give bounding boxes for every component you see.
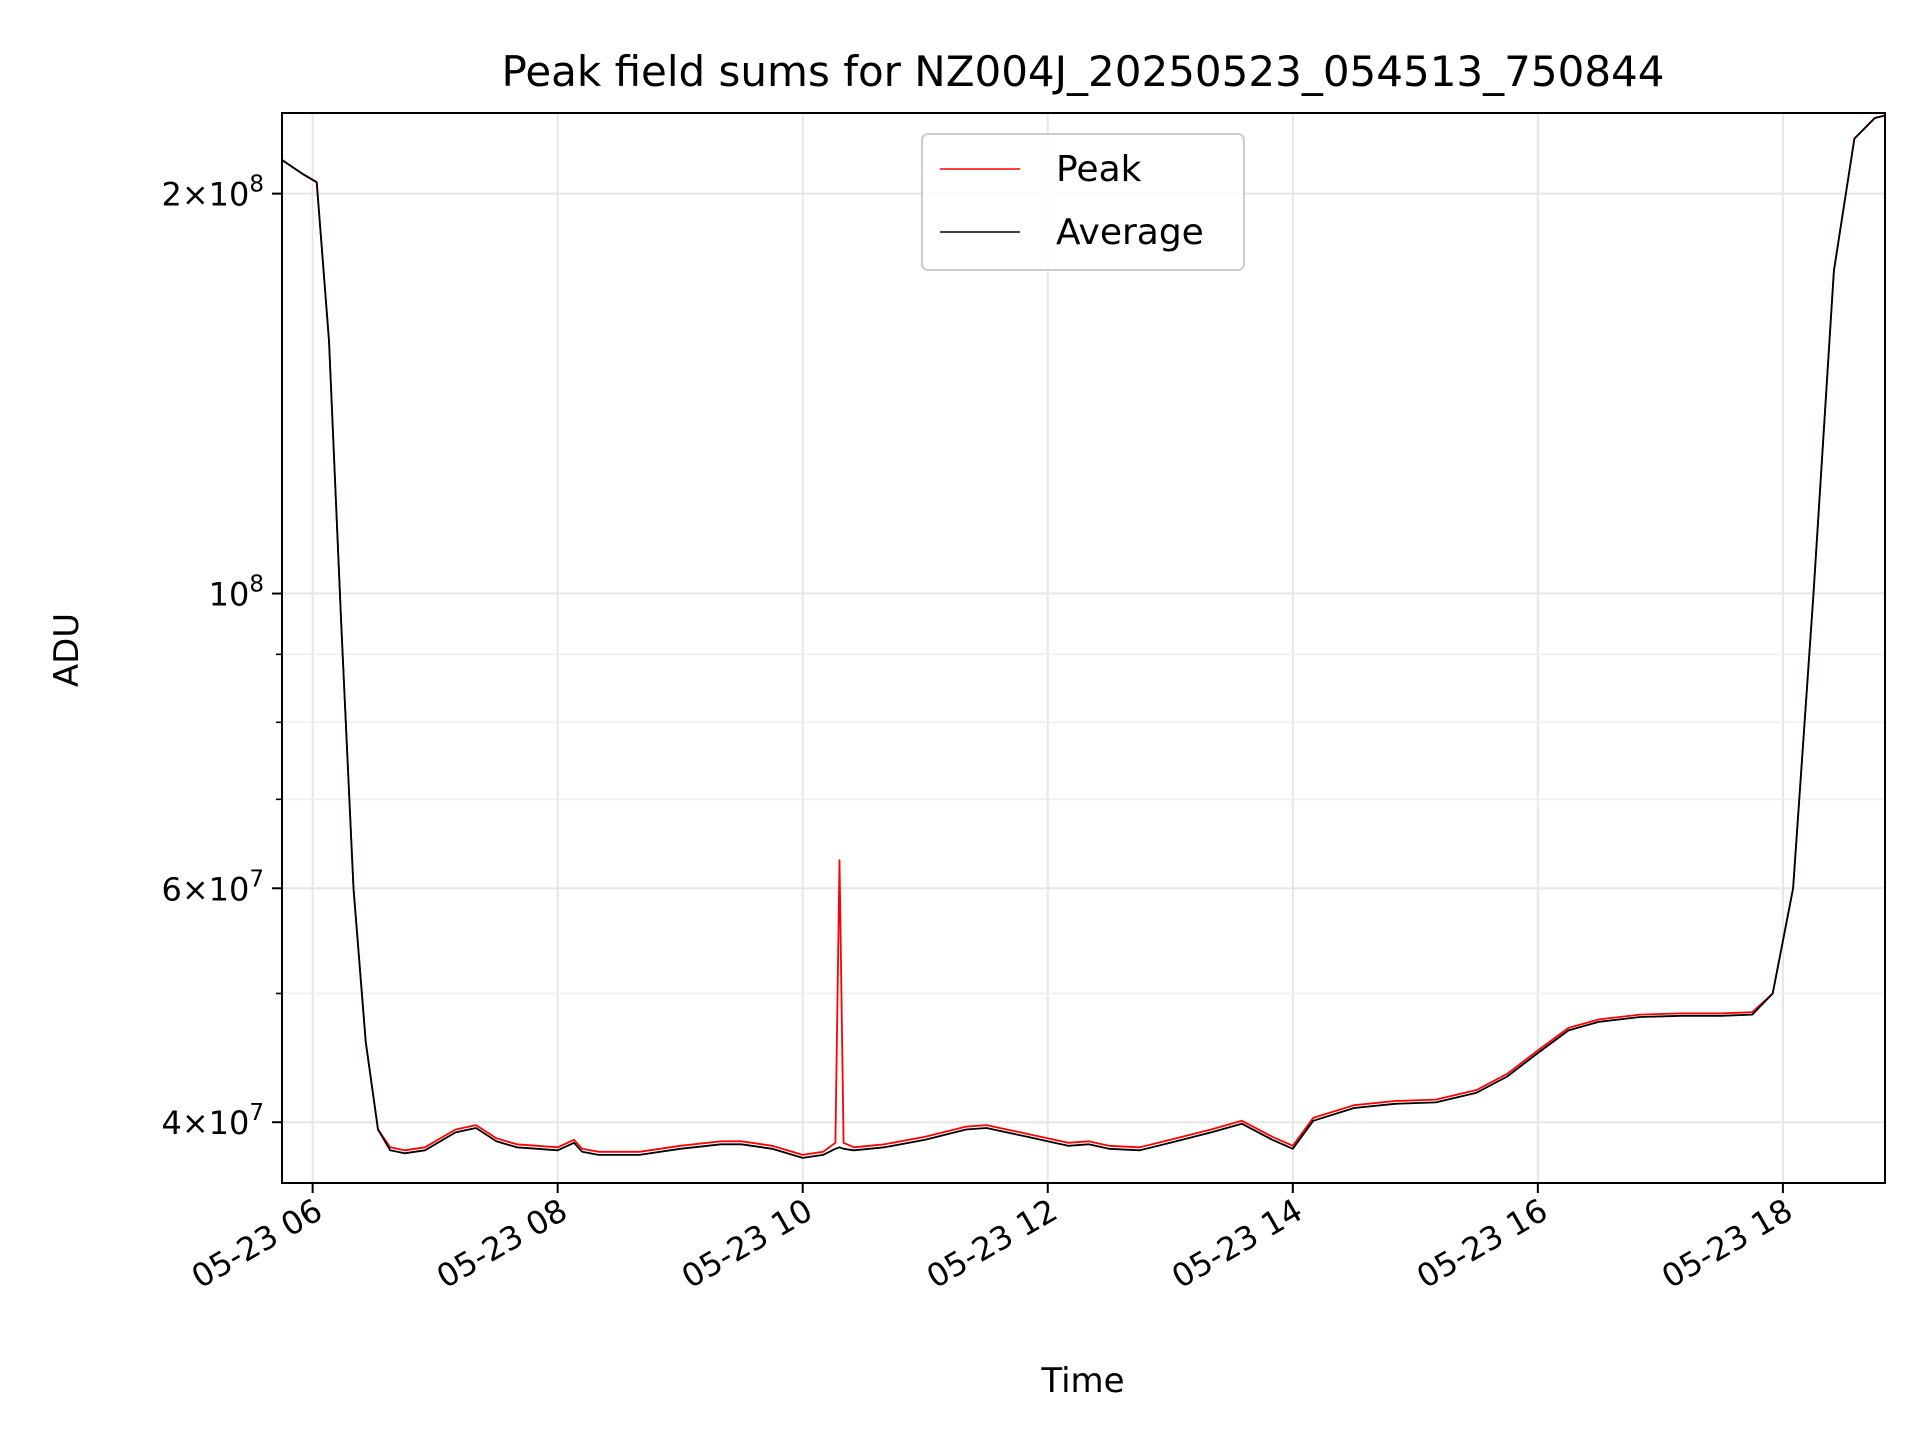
series-line-peak [281,114,1886,1156]
chart-title: Peak field sums for NZ004J_20250523_0545… [502,47,1665,96]
legend-label-average: Average [1056,212,1204,253]
series-line-average [281,114,1886,1159]
y-tick-label-2: 108 [209,572,264,614]
y-axis-title: ADU [47,613,87,687]
legend-label-peak: Peak [1056,149,1142,190]
x-axis-title: Time [1040,1361,1124,1401]
legend: Peak Average [921,133,1245,271]
y-tick-label-0: 4×107 [161,1100,264,1142]
y-tick-label-3: 2×108 [161,172,264,214]
series-lines [281,114,1886,1159]
plot-frame [281,112,1886,1184]
legend-frame [921,133,1245,271]
y-tick-label-1: 6×107 [161,866,264,908]
